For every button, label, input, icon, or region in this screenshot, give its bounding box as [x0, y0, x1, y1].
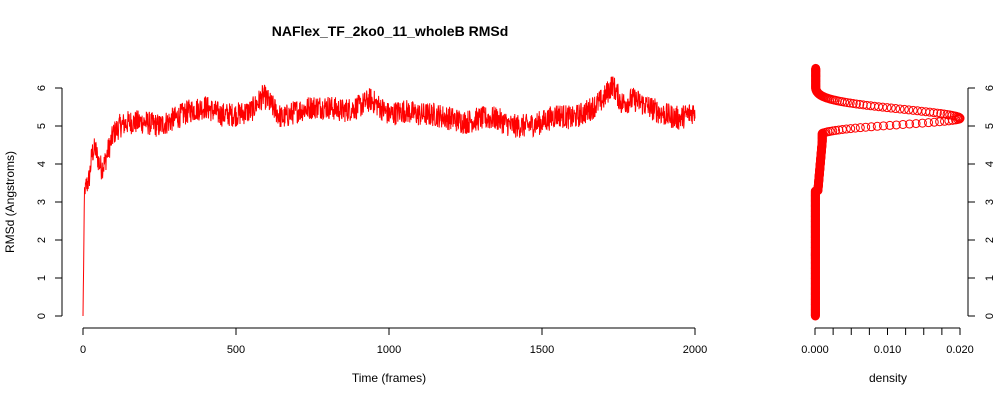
- density-point: [905, 119, 915, 129]
- density-point: [898, 119, 908, 129]
- rmsd-series-line: [82, 76, 696, 317]
- density-point: [855, 99, 865, 109]
- density-x-tick-label: 0.010: [874, 344, 902, 356]
- density-point: [828, 126, 838, 136]
- y-tick-label: 5: [36, 123, 48, 129]
- density-point: [811, 63, 821, 73]
- x-axis-title: Time (frames): [352, 371, 426, 385]
- density-point: [855, 123, 865, 133]
- density-point: [872, 121, 882, 131]
- density-x-tick-label: 0.020: [946, 344, 974, 356]
- y-tick-label: 1: [36, 275, 48, 281]
- density-x-axis-title: density: [869, 371, 907, 385]
- density-y-tick-label: 5: [984, 123, 996, 129]
- density-point: [858, 100, 868, 110]
- density-y-axis-ticks: 0 1 2 3 4 5 6: [968, 85, 996, 319]
- y-tick-label: 0: [36, 313, 48, 319]
- density-y-tick-label: 4: [984, 161, 996, 167]
- y-axis-ticks: 0 1 2 3 4 5 6: [36, 85, 62, 319]
- density-y-tick-label: 1: [984, 275, 996, 281]
- x-tick-label: 500: [227, 344, 245, 356]
- density-point: [862, 100, 872, 110]
- density-x-axis-ticks: 0.000 0.010 0.020: [801, 328, 974, 356]
- y-axis-title: RMSd (Angstroms): [3, 151, 17, 253]
- density-point: [917, 118, 927, 128]
- x-tick-label: 2000: [683, 344, 707, 356]
- y-tick-label: 2: [36, 237, 48, 243]
- y-tick-label: 6: [36, 85, 48, 91]
- density-y-tick-label: 3: [984, 199, 996, 205]
- density-point: [866, 122, 876, 132]
- x-tick-label: 1500: [530, 344, 554, 356]
- density-point: [942, 109, 952, 119]
- density-point: [846, 124, 856, 134]
- density-point: [895, 104, 905, 114]
- density-point: [886, 103, 896, 113]
- density-y-tick-label: 6: [984, 85, 996, 91]
- density-y-tick-label: 0: [984, 313, 996, 319]
- density-point: [885, 120, 895, 130]
- x-axis-ticks: 0 500 1000 1500 2000: [80, 328, 707, 356]
- density-point: [939, 109, 949, 119]
- density-point: [917, 106, 927, 116]
- density-point: [850, 123, 860, 133]
- x-tick-label: 0: [80, 344, 86, 356]
- x-tick-label: 1000: [377, 344, 401, 356]
- density-point: [908, 105, 918, 115]
- chart-title: NAFlex_TF_2ko0_11_wholeB RMSd: [272, 23, 509, 39]
- density-point: [891, 104, 901, 114]
- density-point: [861, 122, 871, 132]
- density-point: [841, 124, 851, 134]
- density-x-tick-label: 0.000: [801, 344, 829, 356]
- density-point: [899, 104, 909, 114]
- y-tick-label: 4: [36, 161, 48, 167]
- density-point: [848, 99, 858, 108]
- density-point: [831, 125, 841, 135]
- density-point: [912, 106, 922, 116]
- density-point: [851, 99, 861, 109]
- density-point: [911, 119, 921, 129]
- density-point: [878, 121, 888, 131]
- density-point: [891, 120, 901, 130]
- density-point: [923, 118, 933, 128]
- y-tick-label: 3: [36, 199, 48, 205]
- density-point: [929, 117, 939, 127]
- rmsd-time-series-panel: 0 500 1000 1500 2000 0 1 2 3 4 5 6 Time (frames) R…: [3, 76, 707, 385]
- density-panel: 0.000 0.010 0.020 0 1 2 3 4 5 6 density: [801, 63, 996, 385]
- density-points: [810, 63, 965, 321]
- density-point: [936, 109, 946, 119]
- density-point: [904, 105, 914, 115]
- density-y-tick-label: 2: [984, 237, 996, 243]
